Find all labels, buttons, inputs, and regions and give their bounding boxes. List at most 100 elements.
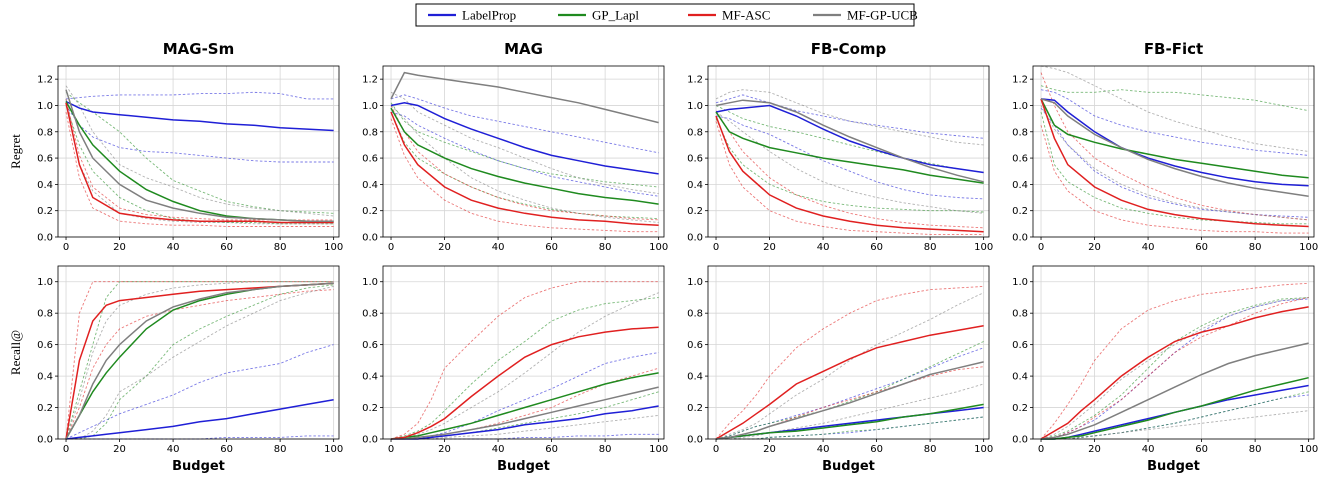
series-line — [65, 100, 334, 132]
y-tick-label: 0.0 — [362, 435, 378, 446]
y-tick-label: 1.2 — [687, 75, 703, 86]
y-tick-label: 0.6 — [362, 340, 378, 351]
series-band-line — [390, 102, 659, 188]
y-tick-label: 0.8 — [37, 309, 53, 320]
series-line — [65, 102, 334, 224]
series-band-line — [390, 292, 659, 440]
series-band-line — [715, 341, 984, 440]
series-band-line — [65, 344, 334, 440]
x-tick-label: 60 — [220, 444, 233, 455]
y-tick-label: 0.0 — [37, 435, 53, 446]
x-tick-label: 0 — [388, 242, 394, 253]
series-band-line — [715, 115, 984, 200]
series-band-line — [1040, 282, 1309, 440]
y-tick-label: 0.8 — [362, 309, 378, 320]
y-tick-label: 1.2 — [1012, 75, 1028, 86]
series-band-line — [1040, 107, 1309, 218]
y-tick-label: 0.6 — [1012, 154, 1028, 165]
y-tick-label: 0.0 — [687, 435, 703, 446]
x-tick-label: 100 — [974, 242, 993, 253]
series-band-line — [390, 94, 659, 154]
series-line — [390, 71, 659, 124]
plot-frame — [707, 265, 990, 440]
x-tick-label: 20 — [763, 444, 776, 455]
chart-panel: 0 20 40 60 80 100 0.0 0.2 0.4 0.6 0.8 1.0 Budget Reca… — [8, 265, 343, 474]
x-tick-label: 40 — [492, 444, 505, 455]
x-tick-label: 80 — [924, 444, 937, 455]
plot-frame — [382, 265, 665, 440]
y-tick-label: 0.2 — [37, 403, 53, 414]
x-tick-label: 80 — [599, 242, 612, 253]
x-tick-label: 20 — [1088, 242, 1101, 253]
y-tick-label: 0.2 — [37, 206, 53, 217]
x-tick-label: 0 — [1038, 242, 1044, 253]
series-band-line — [390, 297, 659, 440]
x-tick-label: 0 — [713, 444, 719, 455]
x-tick-label: 80 — [599, 444, 612, 455]
y-tick-label: 0.4 — [687, 180, 703, 191]
series-band-line — [1040, 297, 1309, 440]
series-line — [1040, 98, 1309, 187]
series-band-line — [1040, 111, 1309, 225]
y-tick-label: 1.0 — [1012, 101, 1028, 112]
chart-panel: 0 20 40 60 80 100 0.0 0.2 0.4 0.6 0.8 1.0 1.2 MAG-Sm R… — [8, 40, 343, 253]
series-line — [715, 325, 984, 440]
y-tick-label: 0.4 — [362, 372, 378, 383]
series-line — [65, 398, 334, 440]
x-tick-label: 20 — [763, 242, 776, 253]
plot-frame — [57, 65, 340, 238]
x-tick-label: 60 — [1195, 242, 1208, 253]
series-band-line — [391, 391, 659, 440]
chart-panel: 0 20 40 60 80 100 0.0 0.2 0.4 0.6 0.8 1.0 1.2 FB-Comp — [687, 40, 993, 253]
series-band-line — [1040, 125, 1309, 234]
series-band-line — [65, 85, 334, 217]
x-tick-label: 60 — [1195, 444, 1208, 455]
x-tick-label: 0 — [713, 242, 719, 253]
series-line — [391, 405, 659, 440]
series-line — [1040, 342, 1309, 440]
x-tick-label: 40 — [817, 242, 830, 253]
x-tick-label: 80 — [1249, 242, 1262, 253]
series-band-line — [66, 435, 334, 440]
chart-title: MAG-Sm — [163, 40, 235, 58]
series-band-line — [65, 91, 334, 214]
series-band-line — [390, 111, 659, 197]
series-band-line — [390, 118, 659, 233]
legend: LabelProp GP_Lapl MF-ASC MF-GP-UCB — [415, 3, 918, 27]
y-tick-label: 1.0 — [362, 277, 378, 288]
plot-frame — [1032, 265, 1315, 440]
series-band-line — [1040, 298, 1309, 440]
series-band-line — [1040, 297, 1309, 440]
x-axis-label: Budget — [497, 459, 550, 474]
chart-panel: 0 20 40 60 80 100 0.0 0.2 0.4 0.6 0.8 1.0 1.2 MAG — [362, 40, 668, 253]
y-tick-label: 0.8 — [1012, 309, 1028, 320]
chart-title: MAG — [504, 40, 543, 58]
x-tick-label: 20 — [113, 444, 126, 455]
y-axis-label: Regret — [8, 134, 23, 169]
series-line — [390, 111, 659, 226]
legend-frame — [415, 3, 915, 27]
y-tick-label: 0.6 — [1012, 340, 1028, 351]
series-line — [1041, 376, 1309, 440]
x-axis-label: Budget — [822, 459, 875, 474]
y-tick-label: 0.2 — [687, 403, 703, 414]
y-tick-label: 0.0 — [37, 233, 53, 244]
legend-entry: GP_Lapl — [558, 8, 639, 23]
y-tick-label: 0.8 — [362, 127, 378, 138]
y-tick-label: 1.0 — [687, 101, 703, 112]
legend-entry: MF-ASC — [688, 8, 770, 23]
series-band-line — [716, 416, 984, 440]
series-line — [715, 104, 984, 174]
x-tick-label: 100 — [974, 444, 993, 455]
y-tick-label: 1.2 — [362, 75, 378, 86]
series-band-line — [65, 281, 334, 440]
x-tick-label: 80 — [1249, 444, 1262, 455]
series-line — [391, 386, 659, 440]
x-tick-label: 80 — [274, 444, 287, 455]
y-tick-label: 0.0 — [362, 233, 378, 244]
series-band-line — [65, 98, 334, 221]
chart-panels: 0 20 40 60 80 100 0.0 0.2 0.4 0.6 0.8 1.0 1.2 MAG-Sm R… — [8, 40, 1318, 474]
series-line — [1040, 98, 1309, 197]
x-tick-label: 0 — [63, 242, 69, 253]
y-tick-label: 0.8 — [687, 309, 703, 320]
